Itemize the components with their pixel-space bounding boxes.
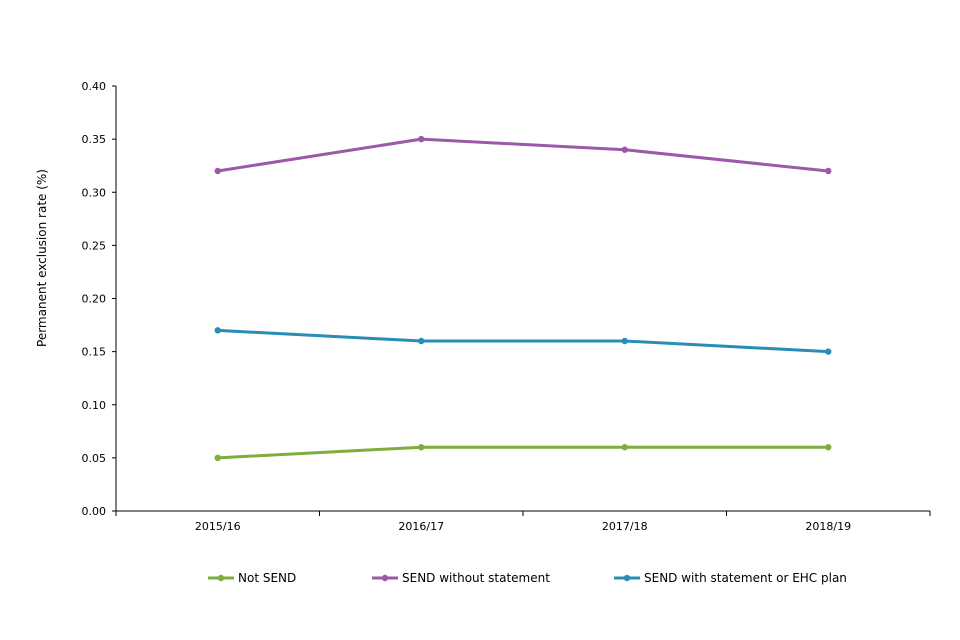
legend-marker [381,574,389,582]
legend-label: SEND without statement [402,571,550,585]
series-line-not-send [216,445,830,460]
x-tick-label: 2018/19 [805,520,851,533]
x-tick-label: 2017/18 [602,520,648,533]
data-point-send-without-statement [621,146,628,153]
y-tick-label: 0.15 [82,346,107,359]
y-axis-title: Permanent exclusion rate (%) [35,169,49,347]
y-tick-label: 0.10 [82,399,107,412]
x-tick-label: 2015/16 [195,520,241,533]
series-line-send-without-statement [216,137,830,173]
x-axis: 2015/16 2016/17 2017/18 2018/19 [115,510,931,533]
legend-item-not-send: Not SEND [208,571,296,585]
legend-marker [217,574,225,582]
data-point-send-without-statement [418,135,425,143]
y-tick-label: 0.35 [82,133,107,146]
y-tick-label: 0.40 [82,80,107,93]
legend-item-send-with-statement-or-ehc-plan: SEND with statement or EHC plan [614,571,847,585]
y-tick-label: 0.25 [82,239,107,252]
y-tick-label: 0.20 [82,293,107,306]
data-point-send-with-statement-or-ehc-plan [418,337,425,345]
x-tick-label: 2016/17 [398,520,444,533]
y-tick-label: 0.00 [82,505,107,518]
data-point-send-with-statement-or-ehc-plan [214,327,221,334]
data-point-send-without-statement [214,167,221,175]
legend-label: Not SEND [238,571,296,585]
legend-item-send-without-statement: SEND without statement [372,571,550,585]
data-point-not-send [825,444,832,451]
series-line-send-with-statement-or-ehc-plan [216,328,830,354]
data-point-send-without-statement [825,167,832,175]
data-point-not-send [418,444,425,451]
data-point-not-send [214,454,221,462]
data-point-not-send [621,444,628,451]
y-axis: 0.00 0.05 0.10 0.15 0.20 0.25 0.30 0.35 0.40 [82,80,117,518]
legend-marker [623,574,631,582]
legend-label: SEND with statement or EHC plan [644,571,847,585]
y-tick-label: 0.05 [82,452,107,465]
y-tick-label: 0.30 [82,186,107,199]
data-point-send-with-statement-or-ehc-plan [621,337,628,345]
series-lines [214,135,832,462]
legend: Not SEND SEND without statement SEND with … [208,571,847,585]
data-point-send-with-statement-or-ehc-plan [825,348,832,355]
